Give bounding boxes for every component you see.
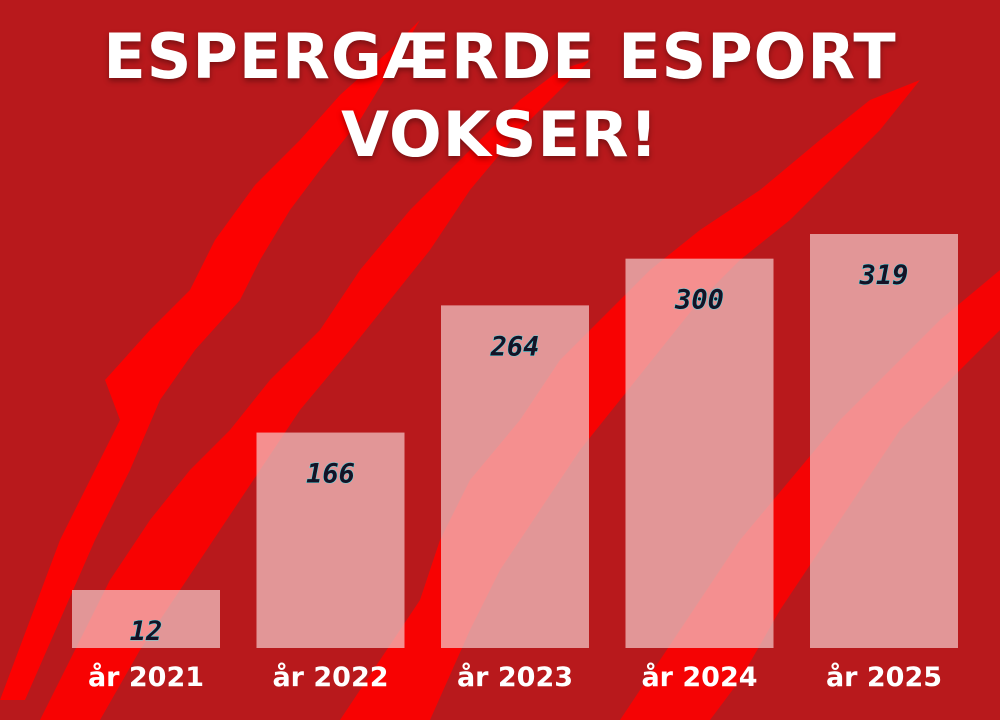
bar-1 (256, 432, 405, 648)
bar-3 (625, 258, 774, 648)
bar-0 (72, 590, 220, 648)
value-label-1: 166 (306, 459, 355, 490)
category-label-4: år 2025 (826, 661, 942, 693)
bar-4 (810, 234, 958, 648)
value-label-3: 300 (674, 285, 724, 316)
value-label-2: 264 (490, 331, 540, 362)
red-streak-1 (0, 20, 420, 700)
bar-2 (441, 305, 589, 648)
category-label-3: år 2024 (641, 661, 757, 693)
title-line-2: VOKSER! (341, 98, 659, 171)
category-label-1: år 2022 (272, 661, 388, 693)
category-label-2: år 2023 (457, 661, 573, 693)
value-label-0: 12 (130, 616, 163, 647)
red-streak-2 (0, 60, 590, 720)
value-label-4: 319 (859, 260, 909, 291)
category-label-0: år 2021 (88, 661, 204, 693)
page-title: ESPERGÆRDE ESPORT VOKSER! (0, 18, 1000, 174)
title-line-1: ESPERGÆRDE ESPORT (103, 20, 897, 93)
